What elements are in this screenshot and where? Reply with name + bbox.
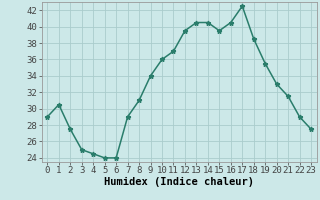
X-axis label: Humidex (Indice chaleur): Humidex (Indice chaleur): [104, 177, 254, 187]
